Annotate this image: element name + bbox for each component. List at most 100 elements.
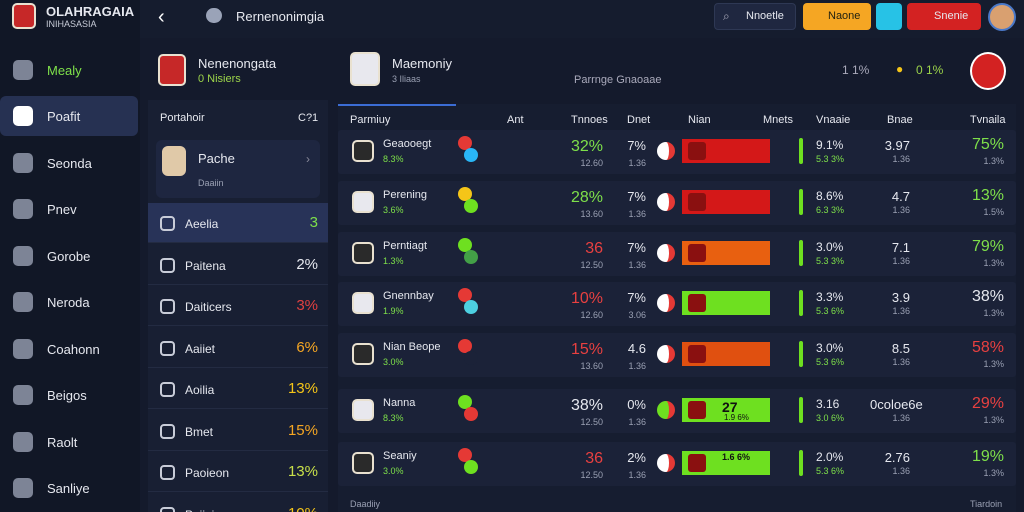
row-pct-sub: 12.60 — [580, 158, 603, 168]
row-dot — [464, 300, 478, 315]
column-header: Dnet — [627, 114, 651, 126]
table-row[interactable] — [338, 130, 1016, 174]
red-button[interactable] — [907, 3, 981, 30]
row-pct: 15% — [570, 341, 603, 359]
nav-label: Neroda — [47, 295, 90, 310]
row-dot — [464, 407, 478, 421]
row-mnets: 3.0% — [816, 239, 844, 254]
table-row[interactable] — [338, 389, 1016, 433]
side-item[interactable] — [148, 411, 328, 451]
row-dot — [464, 198, 478, 213]
row-bnae: 8.5 — [891, 341, 910, 357]
row-dot — [464, 351, 478, 366]
side-item-value: 13% — [287, 463, 318, 480]
side-item-value: 3 — [309, 214, 318, 231]
side-item[interactable] — [148, 369, 328, 409]
yellow-button[interactable] — [803, 3, 871, 30]
row-bnae-sub: 1.36 — [892, 204, 910, 215]
row-indicator — [799, 341, 803, 368]
avatar[interactable] — [988, 3, 1016, 31]
column-header: Mnets — [763, 114, 793, 126]
search-box[interactable] — [714, 3, 796, 30]
side-item-name: Aoilia — [185, 383, 215, 397]
side-item[interactable] — [148, 203, 328, 243]
red-button-text: Snenie — [934, 10, 969, 22]
row-mnets: 9.1% — [816, 138, 844, 152]
table-row[interactable] — [338, 180, 1016, 225]
cyan-button[interactable] — [876, 3, 902, 30]
row-logo — [352, 241, 374, 264]
footer-right: Tiardoin — [970, 499, 1003, 509]
search-text: Nnoetle — [746, 10, 784, 22]
row-dnet: 7% — [627, 188, 646, 204]
main-logo — [350, 52, 380, 86]
row-mnets: 2.0% — [816, 450, 844, 464]
main-badge[interactable] — [970, 52, 1006, 90]
row-badge — [688, 345, 706, 364]
column-header: Vnaaie — [816, 114, 851, 126]
feature-avatar — [162, 146, 186, 176]
row-dnet-sub: 1.36 — [628, 158, 646, 168]
nav-icon — [13, 338, 33, 359]
topbar-title: Rernenonimgia — [236, 9, 325, 24]
search-icon: ⌕ — [723, 9, 730, 23]
row-last: 38% — [971, 288, 1004, 306]
row-dnet: 7% — [627, 290, 646, 306]
side-item-name: Daiticers — [185, 300, 232, 314]
row-sub: 1.9% — [383, 306, 404, 317]
side-item-icon — [160, 465, 175, 480]
row-pct: 32% — [570, 138, 603, 155]
side-team: Nenenongata — [198, 56, 277, 71]
table-row[interactable] — [338, 231, 1016, 276]
side-item[interactable] — [148, 286, 328, 326]
heart-icon[interactable] — [206, 8, 222, 23]
row-sub: 3.0% — [383, 466, 404, 476]
back-button[interactable]: ‹ — [158, 6, 165, 28]
row-mnets-sub: 6.3 3% — [816, 204, 845, 215]
row-dnet-sub: 1.36 — [628, 361, 646, 372]
row-dnet-sub: 1.36 — [628, 259, 646, 270]
side-item-name: Aaiiet — [185, 341, 216, 356]
row-dnet: 0% — [627, 397, 646, 412]
row-last-sub: 1.3% — [983, 257, 1004, 268]
row-bnae: 2.76 — [884, 450, 910, 465]
nav-label: Raolt — [47, 434, 78, 450]
nav-icon — [13, 385, 33, 405]
side-item-name: Paitena — [185, 258, 226, 273]
row-mnets: 3.0% — [816, 341, 844, 356]
row-pct: 38% — [570, 397, 603, 414]
row-badge — [688, 294, 706, 313]
table-row[interactable] — [338, 333, 1016, 378]
row-bnae: 4.7 — [891, 188, 910, 204]
row-flag — [657, 294, 675, 313]
row-bnae-sub: 1.36 — [892, 466, 910, 476]
row-indicator — [799, 138, 803, 164]
side-item-value: 13% — [287, 380, 318, 397]
table-row[interactable] — [338, 442, 1016, 486]
row-mnets-sub: 5.3 6% — [816, 357, 845, 368]
row-mnets: 3.3% — [816, 290, 844, 305]
row-pct-sub: 13.60 — [580, 208, 603, 219]
side-item[interactable] — [148, 245, 328, 285]
row-logo — [352, 452, 374, 474]
row-bnae: 7.1 — [891, 239, 910, 255]
row-last: 58% — [971, 339, 1004, 357]
row-name: Perntiagt — [383, 239, 428, 252]
row-bnae-sub: 1.36 — [892, 357, 910, 368]
column-header: Bnae — [887, 114, 913, 126]
side-item[interactable] — [148, 452, 328, 492]
stat-a: 1 1% — [842, 63, 870, 77]
row-pct-sub: 12.50 — [580, 259, 603, 270]
row-last-sub: 1.3% — [983, 468, 1004, 478]
row-flag — [657, 142, 675, 160]
side-item[interactable] — [148, 328, 328, 368]
row-dnet-sub: 1.36 — [628, 417, 646, 427]
column-header: Tvnaila — [970, 114, 1006, 126]
row-indicator — [799, 450, 803, 476]
table-row[interactable] — [338, 282, 1016, 327]
row-dnet: 7% — [627, 138, 646, 153]
side-item-icon — [160, 506, 175, 512]
brand-title: OLAHRAGAIA — [46, 4, 135, 19]
row-bnae-sub: 1.36 — [892, 255, 910, 266]
row-flag — [657, 401, 675, 419]
